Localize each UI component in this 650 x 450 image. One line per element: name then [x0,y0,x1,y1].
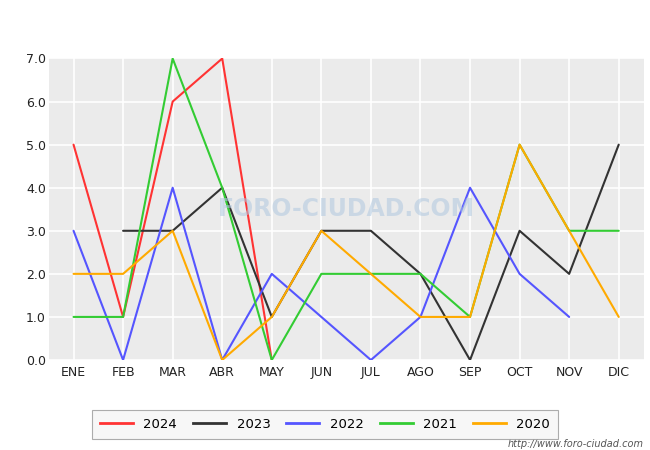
Legend: 2024, 2023, 2022, 2021, 2020: 2024, 2023, 2022, 2021, 2020 [92,410,558,439]
Text: Matriculaciones de Vehiculos en Garrafe de Torío: Matriculaciones de Vehiculos en Garrafe … [123,14,527,32]
Text: http://www.foro-ciudad.com: http://www.foro-ciudad.com [508,439,644,449]
Text: FORO-CIUDAD.COM: FORO-CIUDAD.COM [218,197,474,221]
